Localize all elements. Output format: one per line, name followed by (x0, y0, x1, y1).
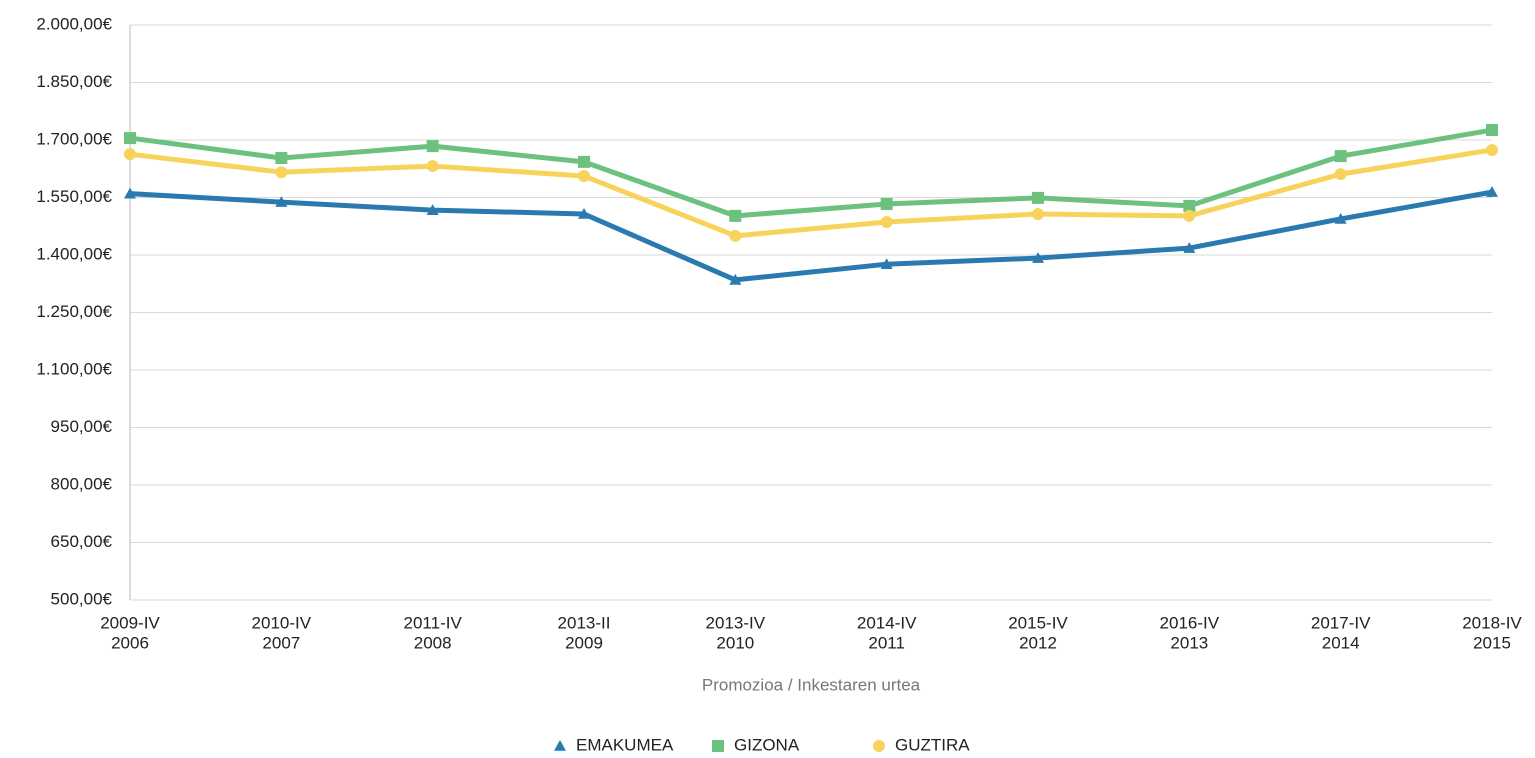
point (1486, 143, 1498, 156)
point (124, 132, 136, 145)
y-tick-label: 650,00€ (51, 532, 113, 551)
point (578, 155, 590, 168)
y-tick-label: 1.700,00€ (36, 129, 112, 148)
x-tick-label: 2010 (716, 633, 754, 652)
series-line (129, 189, 1493, 283)
point (275, 196, 288, 207)
x-tick-label: 2007 (262, 633, 300, 652)
point (124, 187, 136, 199)
x-tick-label: 2013 (1170, 633, 1208, 652)
x-tick-label: 2010-IV (252, 613, 312, 632)
legend-marker (873, 740, 885, 752)
point (880, 216, 893, 229)
x-tick-label: 2013-II (558, 613, 611, 632)
y-tick-label: 950,00€ (51, 417, 113, 436)
x-tick-label: 2015-IV (1008, 613, 1068, 632)
x-tick-label: 2009-IV (100, 613, 160, 632)
point (578, 207, 590, 219)
y-tick-label: 1.400,00€ (36, 244, 112, 263)
point (275, 166, 288, 179)
x-tick-label: 2015 (1473, 633, 1511, 652)
point (426, 160, 439, 173)
point (880, 258, 893, 269)
point (1486, 124, 1498, 137)
point (275, 152, 288, 165)
point (124, 148, 136, 161)
point (729, 229, 742, 242)
y-tick-label: 800,00€ (51, 474, 113, 493)
y-tick-label: 1.850,00€ (36, 72, 112, 91)
x-tick-label: 2006 (111, 633, 149, 652)
point (880, 198, 893, 211)
y-tick-label: 1.550,00€ (36, 187, 112, 206)
series-line (129, 147, 1493, 239)
legend-label: GUZTIRA (895, 735, 970, 754)
y-tick-label: 1.100,00€ (36, 359, 112, 378)
point (729, 209, 742, 222)
point (1183, 242, 1196, 253)
y-tick-label: 1.250,00€ (36, 302, 112, 321)
x-tick-label: 2011-IV (404, 613, 463, 632)
point (1486, 186, 1498, 197)
x-tick-label: 2009 (565, 633, 603, 652)
point (426, 204, 439, 215)
legend-marker (712, 740, 724, 752)
point (1334, 212, 1347, 224)
point (1183, 199, 1196, 212)
x-tick-label: 2018-IV (1462, 613, 1522, 632)
x-tick-label: 2011 (868, 633, 905, 652)
series-line (129, 127, 1493, 219)
point (1334, 150, 1347, 163)
x-tick-label: 2013-IV (706, 613, 766, 632)
point (729, 273, 742, 285)
x-tick-label: 2014-IV (857, 613, 917, 632)
point (1334, 168, 1347, 181)
x-tick-label: 2016-IV (1160, 613, 1220, 632)
x-axis-label: Promozioa / Inkestaren urtea (702, 675, 921, 694)
point (578, 170, 590, 183)
point (1032, 207, 1044, 220)
x-tick-label: 2017-IV (1311, 613, 1371, 632)
legend-label: GIZONA (734, 735, 800, 754)
legend-label: EMAKUMEA (576, 735, 674, 754)
x-tick-label: 2014 (1322, 633, 1360, 652)
point (1183, 209, 1196, 222)
x-tick-label: 2008 (414, 633, 452, 652)
point (1032, 191, 1044, 204)
point (1032, 252, 1044, 263)
point (426, 140, 439, 153)
legend-marker (554, 740, 566, 751)
y-tick-label: 2.000,00€ (36, 14, 112, 33)
y-tick-label: 500,00€ (51, 589, 113, 608)
x-tick-label: 2012 (1019, 633, 1057, 652)
